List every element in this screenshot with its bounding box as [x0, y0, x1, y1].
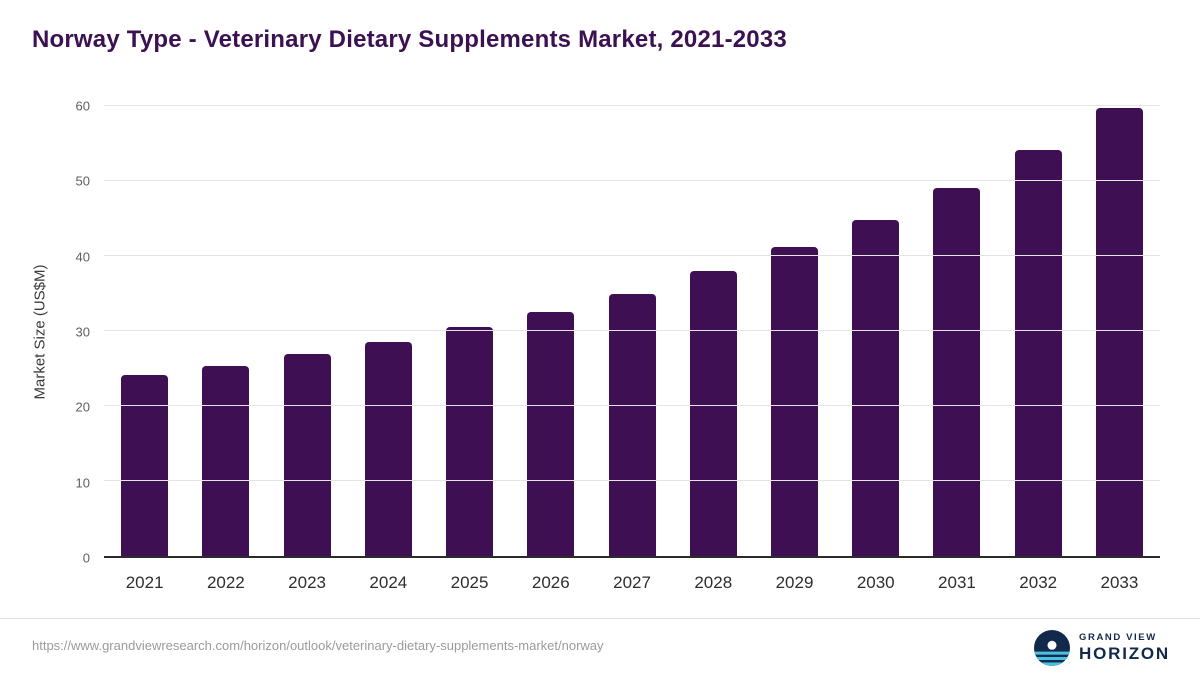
bar-slot-2021: [104, 106, 185, 556]
bar-slot-2030: [835, 106, 916, 556]
bar-2027: [608, 293, 656, 556]
y-tick-label-0: 0: [82, 550, 90, 566]
x-axis-labels: 2021 2022 2023 2024 2025 2026 2027 2028 2029 2030…: [104, 562, 1160, 604]
x-tick-label-2023: 2023: [288, 573, 326, 592]
x-tick-label-2029: 2029: [775, 573, 814, 592]
x-tick-label-2024: 2024: [369, 573, 408, 592]
y-tick-label-20: 20: [75, 399, 90, 415]
x-tick-label-2021: 2021: [125, 573, 164, 592]
bar-2024: [364, 342, 412, 556]
bar-2031: [933, 187, 981, 556]
brand-name-top: GRAND VIEW: [1079, 631, 1157, 643]
gridline-10: [104, 480, 1160, 482]
bar-2029: [770, 247, 818, 556]
y-axis-ticks: 0 10 20 30 40 50 60: [0, 99, 90, 566]
bar-2021: [121, 375, 169, 556]
horizon-logo-icon: [1034, 630, 1071, 666]
bar-2023: [283, 354, 331, 556]
bar-2033: [1095, 108, 1143, 556]
y-tick-label-50: 50: [75, 173, 90, 189]
bar-slot-2025: [429, 106, 510, 556]
gridline-20: [104, 405, 1160, 407]
chart-title: Norway Type - Veterinary Dietary Supplem…: [32, 26, 787, 53]
bar-2028: [689, 271, 737, 556]
footer: https://www.grandviewresearch.com/horizo…: [0, 618, 1200, 675]
x-tick-label-2026: 2026: [531, 573, 570, 592]
y-tick-label-30: 30: [75, 324, 90, 340]
bar-slot-2027: [591, 106, 672, 556]
x-tick-label-2033: 2033: [1100, 573, 1139, 592]
y-tick-label-60: 60: [75, 98, 90, 114]
bar-slot-2033: [1079, 106, 1160, 556]
brand-name-bottom: HORIZON: [1079, 643, 1170, 663]
x-tick-label-2032: 2032: [1019, 573, 1058, 592]
bar-series: [104, 106, 1160, 556]
bar-2026: [527, 311, 575, 556]
y-tick-label-10: 10: [75, 475, 90, 491]
brand-logo: GRAND VIEW HORIZON: [1034, 630, 1170, 666]
bar-slot-2024: [348, 106, 429, 556]
bar-slot-2026: [510, 106, 591, 556]
bar-2030: [852, 220, 900, 556]
x-tick-label-2022: 2022: [206, 573, 245, 592]
x-tick-label-2027: 2027: [613, 573, 651, 592]
gridline-50: [104, 180, 1160, 181]
gridline-40: [104, 255, 1160, 257]
x-tick-label-2031: 2031: [938, 573, 976, 592]
bar-slot-2028: [673, 106, 754, 556]
bar-slot-2031: [916, 106, 997, 556]
gridline-60: [104, 105, 1160, 106]
source-url: https://www.grandviewresearch.com/horizo…: [32, 638, 604, 653]
x-tick-label-2030: 2030: [856, 573, 895, 592]
bar-slot-2023: [266, 106, 347, 556]
bar-2025: [446, 327, 494, 556]
x-tick-label-2025: 2025: [450, 573, 489, 592]
bar-2022: [202, 366, 250, 556]
y-tick-label-40: 40: [75, 249, 90, 265]
gridline-30: [104, 330, 1160, 331]
brand-logo-text: GRAND VIEW HORIZON: [1079, 631, 1170, 663]
bar-slot-2022: [185, 106, 266, 556]
bar-slot-2032: [998, 106, 1079, 556]
bar-slot-2029: [754, 106, 835, 556]
bar-2032: [1014, 150, 1062, 556]
x-tick-label-2028: 2028: [694, 573, 733, 592]
plot-area: [104, 105, 1160, 558]
